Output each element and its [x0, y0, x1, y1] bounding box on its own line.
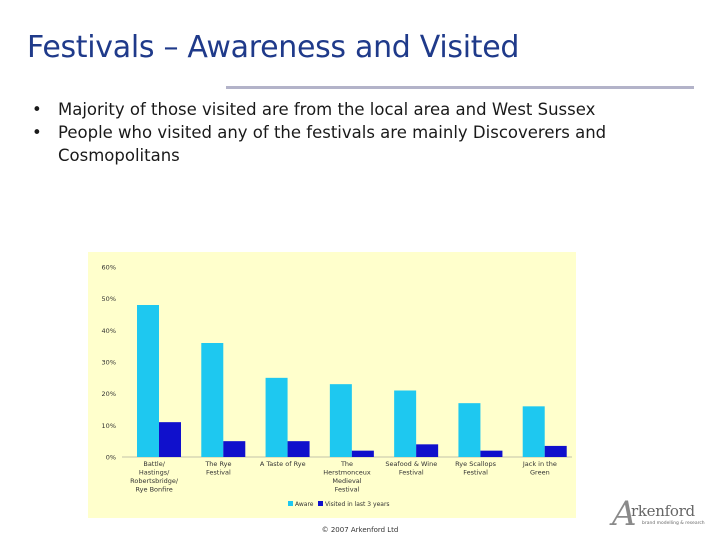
bar-visited — [544, 445, 567, 457]
logo-wordmark: rkenford — [631, 502, 695, 520]
bullet-list: Majority of those visited are from the l… — [30, 98, 680, 167]
y-tick-label: 50% — [102, 295, 116, 303]
logo-mark: A — [612, 494, 637, 534]
x-category-label: The Herstmonceux Medieval Festival — [323, 460, 371, 494]
bar-chart: 0% 10% 20% 30% 40% 50% 60% Battle/Hastings/Robe… — [88, 252, 576, 518]
x-category-label: A Taste of Rye — [260, 460, 306, 468]
bar-aware — [329, 384, 352, 457]
legend-label: Aware — [295, 501, 314, 508]
y-tick-label: 10% — [102, 422, 116, 430]
x-category-label: Battle/Hastings/Robertsbridge/Rye Bonfir… — [130, 460, 179, 494]
x-category-label: Jack in the Green — [522, 460, 557, 477]
legend-swatch — [318, 501, 323, 506]
x-category-label: Rye Scallops Festival — [455, 460, 496, 477]
x-category-label: Seafood & Wine Festival — [385, 460, 437, 477]
bar-visited — [416, 444, 439, 457]
chart-canvas: 0% 10% 20% 30% 40% 50% 60% Battle/Hastings/Robe… — [102, 264, 572, 508]
slide-title: Festivals – Awareness and Visited — [27, 30, 520, 65]
y-tick-label: 60% — [102, 264, 116, 272]
bar-visited — [351, 450, 374, 457]
y-tick-label: 20% — [102, 390, 116, 398]
arkenford-logo: A rkenford brand modelling & research — [612, 496, 710, 532]
bullet-item: Majority of those visited are from the l… — [30, 98, 680, 121]
bar-visited — [159, 422, 181, 457]
bar-visited — [287, 441, 310, 457]
bar-aware — [458, 403, 481, 457]
copyright-notice: © 2007 Arkenford Ltd — [321, 526, 399, 534]
bar-visited — [480, 450, 503, 457]
bar-visited — [223, 441, 246, 457]
bar-aware — [522, 406, 545, 457]
bar-aware — [265, 377, 288, 457]
bar-aware — [201, 343, 224, 457]
y-tick-label: 40% — [102, 327, 116, 335]
title-divider — [226, 86, 694, 89]
bar-aware — [394, 390, 417, 457]
legend-swatch — [288, 501, 293, 506]
logo-tagline: brand modelling & research — [642, 521, 705, 526]
y-tick-label: 0% — [106, 454, 116, 462]
legend-label: Visited in last 3 years — [325, 501, 390, 508]
x-category-label: The Rye Festival — [204, 460, 231, 477]
bullet-item: People who visited any of the festivals … — [30, 121, 680, 167]
bar-aware — [137, 305, 159, 457]
y-tick-label: 30% — [102, 359, 116, 367]
